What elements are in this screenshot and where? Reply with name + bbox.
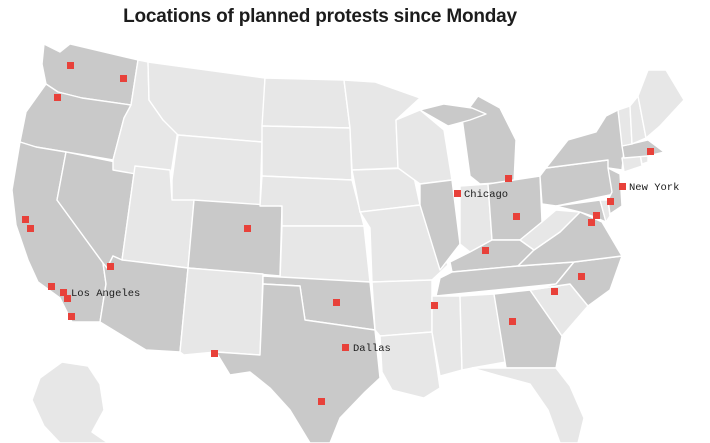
state-delaware: [599, 199, 611, 223]
state-new-york: [545, 109, 625, 171]
protest-marker: [333, 299, 340, 306]
protest-marker: [513, 213, 520, 220]
city-label-los-angeles: Los Angeles: [71, 288, 140, 300]
state-illinois: [419, 179, 461, 271]
city-label-chicago: Chicago: [464, 189, 508, 201]
state-maine: [637, 69, 685, 139]
state-texas: [215, 283, 381, 443]
protest-marker: [588, 219, 595, 226]
protest-marker: [509, 318, 516, 325]
state-mississippi: [431, 295, 463, 377]
protest-marker: [342, 344, 349, 351]
city-label-dallas: Dallas: [353, 343, 391, 355]
protest-marker: [60, 289, 67, 296]
state-kansas: [279, 225, 371, 283]
protest-marker: [67, 62, 74, 69]
state-arkansas: [371, 279, 433, 337]
state-colorado: [187, 199, 283, 277]
protest-marker: [68, 313, 75, 320]
state-alabama: [459, 293, 507, 371]
state-louisiana: [379, 331, 441, 399]
protest-marker: [120, 75, 127, 82]
protest-marker: [454, 190, 461, 197]
protest-marker: [482, 247, 489, 254]
state-florida: [471, 367, 585, 443]
protest-marker: [22, 216, 29, 223]
protest-marker: [505, 175, 512, 182]
protest-marker: [607, 198, 614, 205]
state-north-dakota: [261, 77, 351, 129]
state-georgia: [493, 289, 563, 369]
protest-marker: [27, 225, 34, 232]
protest-marker: [593, 212, 600, 219]
protest-marker: [619, 183, 626, 190]
state-south-dakota: [261, 125, 353, 181]
protest-marker: [578, 273, 585, 280]
state-alaska: [31, 361, 109, 443]
protest-marker: [244, 225, 251, 232]
protest-marker: [64, 295, 71, 302]
state-new-mexico: [179, 267, 264, 356]
protest-marker: [647, 148, 654, 155]
protest-marker: [551, 288, 558, 295]
protest-marker: [318, 398, 325, 405]
state-michigan-upper: [419, 103, 487, 127]
protest-marker: [107, 263, 114, 270]
state-wyoming: [171, 134, 263, 207]
map-title: Locations of planned protests since Mond…: [123, 6, 517, 27]
protest-marker: [211, 350, 218, 357]
city-label-new-york: New York: [629, 182, 679, 194]
protest-marker: [431, 302, 438, 309]
protest-marker: [54, 94, 61, 101]
protest-marker: [48, 283, 55, 290]
state-arizona: [99, 255, 189, 353]
